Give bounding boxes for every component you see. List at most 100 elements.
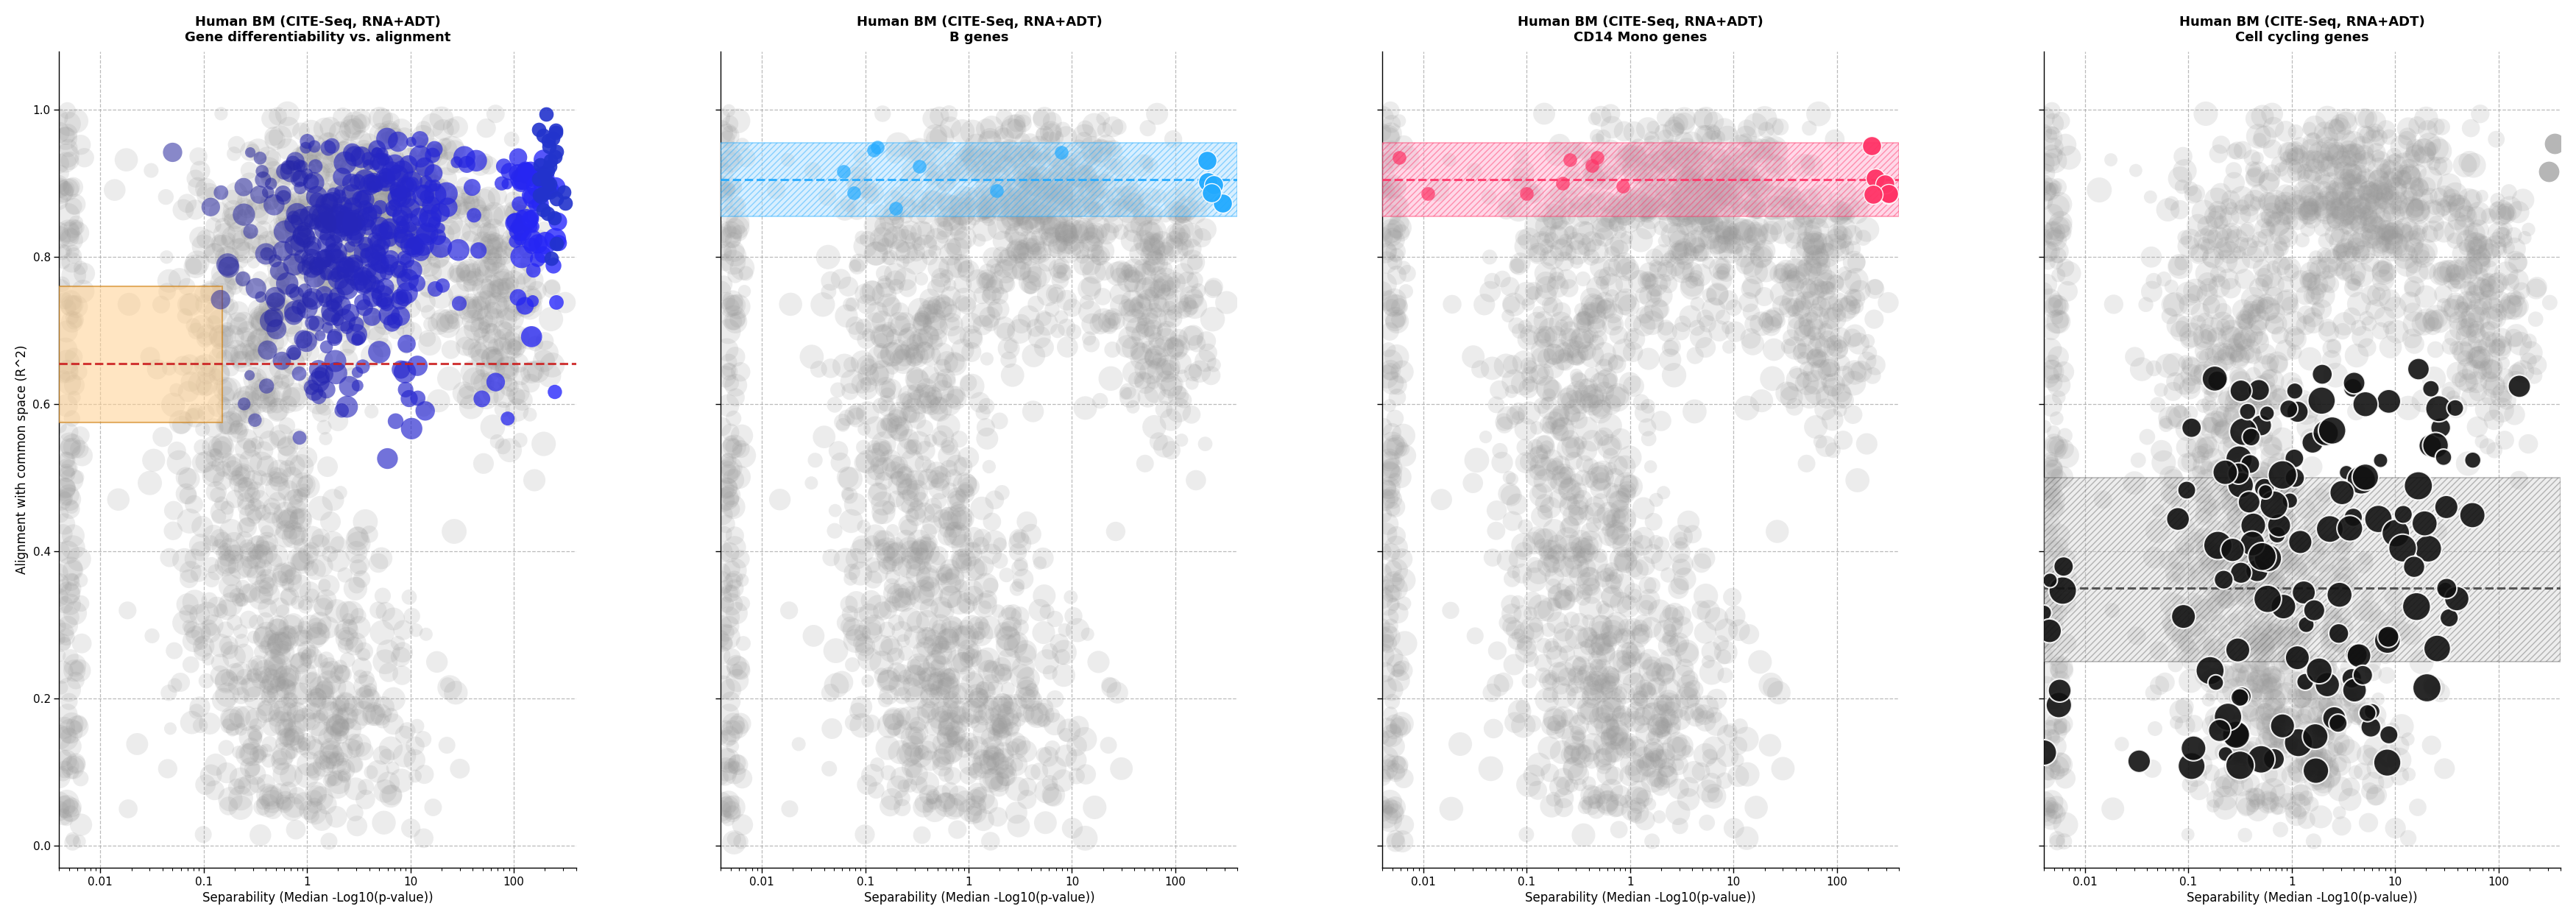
Point [976, 199, 1018, 213]
Point [209, 300, 250, 315]
Point [304, 174, 345, 189]
Point [963, 558, 1005, 573]
Point [997, 243, 1038, 258]
Point [471, 326, 513, 340]
Point [2267, 483, 2308, 498]
Point [1018, 217, 1059, 232]
Point [2179, 447, 2221, 462]
Point [2254, 693, 2295, 707]
Point [2303, 221, 2344, 236]
Point [281, 631, 322, 646]
Point [2202, 678, 2244, 693]
Point [1528, 693, 1569, 707]
Point [2380, 199, 2421, 213]
Point [1056, 769, 1097, 784]
Point [2501, 364, 2543, 379]
Point [909, 162, 951, 177]
Point [340, 263, 381, 278]
Point [948, 450, 989, 465]
Point [907, 743, 948, 758]
Point [1667, 204, 1708, 219]
Point [227, 482, 268, 497]
Point [1133, 375, 1175, 390]
Point [415, 282, 456, 296]
Point [1646, 760, 1687, 775]
Point [2208, 391, 2249, 406]
Point [912, 638, 953, 652]
Point [920, 676, 961, 691]
Point [2221, 657, 2262, 672]
Point [925, 194, 966, 209]
Point [1659, 245, 1700, 259]
Point [459, 158, 500, 173]
Point [1131, 158, 1172, 173]
Point [2025, 283, 2066, 298]
Point [1090, 680, 1131, 695]
Point [1028, 288, 1069, 303]
Point [319, 485, 361, 500]
Point [345, 174, 386, 189]
Point [1726, 129, 1767, 144]
Point [886, 670, 927, 684]
Point [1373, 575, 1414, 590]
Point [1772, 195, 1814, 210]
Point [191, 558, 232, 572]
Point [2367, 187, 2409, 201]
Point [528, 139, 569, 154]
Point [2226, 317, 2267, 332]
Point [835, 634, 876, 649]
Point [1504, 636, 1546, 650]
Point [1095, 314, 1136, 328]
Point [1772, 304, 1814, 318]
Point [1672, 693, 1713, 707]
Point [1592, 668, 1633, 683]
Point [909, 292, 951, 306]
Point [2357, 788, 2398, 802]
Point [2254, 730, 2295, 745]
Point [837, 704, 878, 719]
Point [2488, 240, 2530, 255]
Point [1376, 350, 1417, 364]
Point [2403, 516, 2445, 531]
Point [500, 234, 541, 248]
Point [2215, 344, 2257, 359]
Point [1363, 545, 1404, 559]
Point [925, 670, 966, 684]
Point [1662, 316, 1703, 331]
Point [211, 463, 252, 477]
Point [461, 351, 502, 365]
Point [1772, 268, 1814, 282]
Point [1543, 176, 1584, 190]
Point [191, 286, 232, 301]
Point [505, 185, 546, 200]
Point [2202, 318, 2244, 333]
Point [2030, 182, 2071, 197]
Point [291, 165, 332, 179]
Point [1816, 339, 1857, 354]
Point [1641, 775, 1682, 789]
Point [706, 131, 747, 145]
Point [873, 192, 914, 207]
Point [1383, 428, 1425, 443]
Point [52, 500, 93, 514]
Point [528, 133, 569, 148]
Point [337, 164, 379, 178]
Point [2494, 228, 2535, 243]
Point [2025, 184, 2066, 199]
Point [1772, 293, 1814, 308]
Point [1680, 174, 1721, 189]
Point [2295, 250, 2336, 265]
Point [2027, 766, 2069, 781]
Point [2336, 145, 2378, 160]
Point [337, 208, 379, 223]
Point [1010, 136, 1051, 151]
Point [291, 704, 332, 719]
Point [394, 739, 435, 753]
Point [703, 810, 744, 824]
Point [1649, 174, 1690, 189]
Point [1759, 201, 1801, 215]
Point [2460, 240, 2501, 255]
Point [1139, 267, 1180, 282]
Point [358, 345, 399, 360]
Point [1700, 636, 1741, 650]
